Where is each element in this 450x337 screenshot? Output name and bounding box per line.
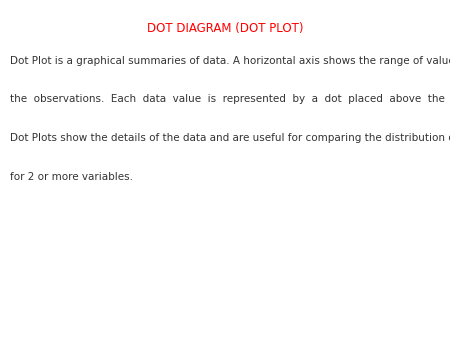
Text: DOT DIAGRAM (DOT PLOT): DOT DIAGRAM (DOT PLOT) (147, 22, 303, 35)
Text: Dot Plots show the details of the data and are useful for comparing the distribu: Dot Plots show the details of the data a… (10, 133, 450, 143)
Text: for 2 or more variables.: for 2 or more variables. (10, 172, 133, 182)
Text: the  observations.  Each  data  value  is  represented  by  a  dot  placed  abov: the observations. Each data value is rep… (10, 94, 450, 104)
Text: Dot Plot is a graphical summaries of data. A horizontal axis shows the range of : Dot Plot is a graphical summaries of dat… (10, 56, 450, 66)
